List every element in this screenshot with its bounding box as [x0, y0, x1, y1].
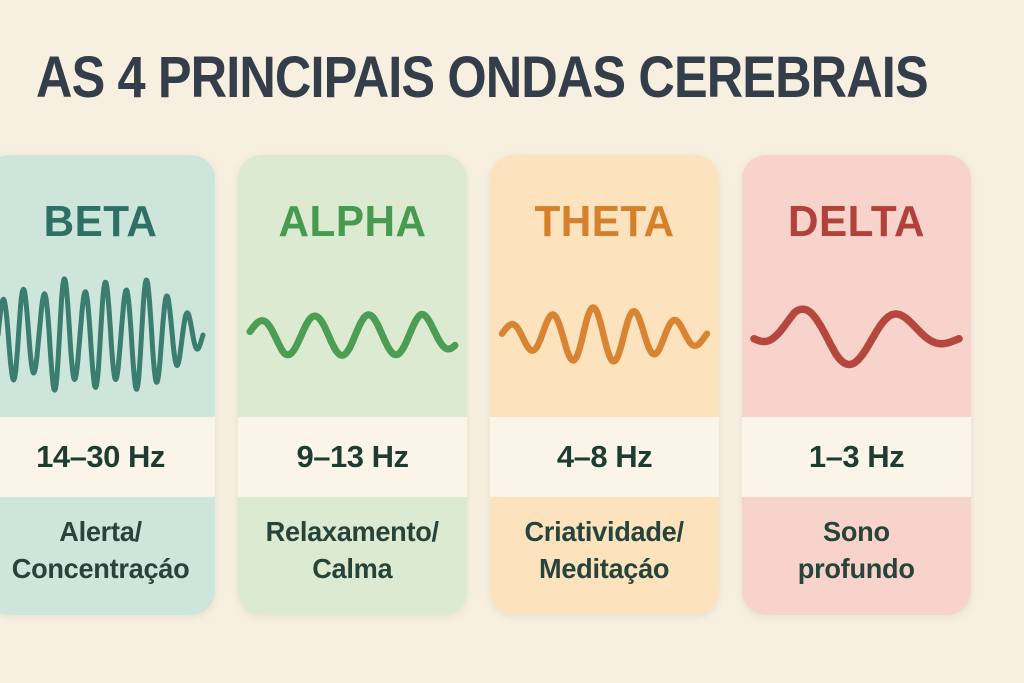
card-beta-description: Alerta/ Concentraçáo [0, 497, 215, 615]
description-line: Alerta/ [59, 516, 142, 547]
card-delta-top-panel: DELTA [742, 155, 971, 417]
card-delta-frequency-band: 1–3 Hz [742, 417, 971, 497]
description-line: Meditaçáo [539, 553, 670, 584]
description-line: Sono [823, 516, 890, 547]
card-beta-top-panel: BETA [0, 155, 215, 417]
card-beta-title: BETA [43, 197, 158, 246]
frequency-value: 1–3 Hz [808, 439, 905, 474]
cards-row: BETA 14–30 Hz Alerta/ Concentraçáo ALPHA… [0, 155, 971, 615]
card-delta: DELTA 1–3 Hz Sono profundo [742, 155, 971, 615]
theta-wave-icon [498, 304, 711, 365]
card-delta-title: DELTA [788, 197, 925, 246]
alpha-wave-icon [246, 310, 459, 359]
frequency-value: 14–30 Hz [36, 439, 165, 474]
description-line: Concentraçáo [11, 553, 190, 584]
description-line: Relaxamento/ [265, 516, 440, 547]
card-delta-description: Sono profundo [742, 497, 971, 615]
card-theta-top-panel: THETA [490, 155, 719, 417]
description-line: Calma [312, 553, 393, 584]
delta-wave-icon [750, 305, 963, 369]
frequency-value: 9–13 Hz [296, 439, 409, 474]
card-theta: THETA 4–8 Hz Criatividade/ Meditaçáo [490, 155, 719, 615]
card-alpha-top-panel: ALPHA [238, 155, 467, 417]
card-beta: BETA 14–30 Hz Alerta/ Concentraçáo [0, 155, 215, 615]
frequency-value: 4–8 Hz [556, 439, 653, 474]
card-theta-description: Criatividade/ Meditaçáo [490, 497, 719, 615]
card-alpha: ALPHA 9–13 Hz Relaxamento/ Calma [238, 155, 467, 615]
card-alpha-title: ALPHA [278, 197, 427, 246]
card-alpha-description: Relaxamento/ Calma [238, 497, 467, 615]
card-theta-frequency-band: 4–8 Hz [490, 417, 719, 497]
card-beta-frequency-band: 14–30 Hz [0, 417, 215, 497]
beta-wave-icon [0, 276, 206, 393]
description-line: Criatividade/ [524, 516, 685, 547]
page-title: AS 4 PRINCIPAIS ONDAS CEREBRAIS [36, 45, 929, 110]
card-theta-title: THETA [534, 197, 675, 246]
card-alpha-frequency-band: 9–13 Hz [238, 417, 467, 497]
description-line: profundo [798, 553, 915, 584]
